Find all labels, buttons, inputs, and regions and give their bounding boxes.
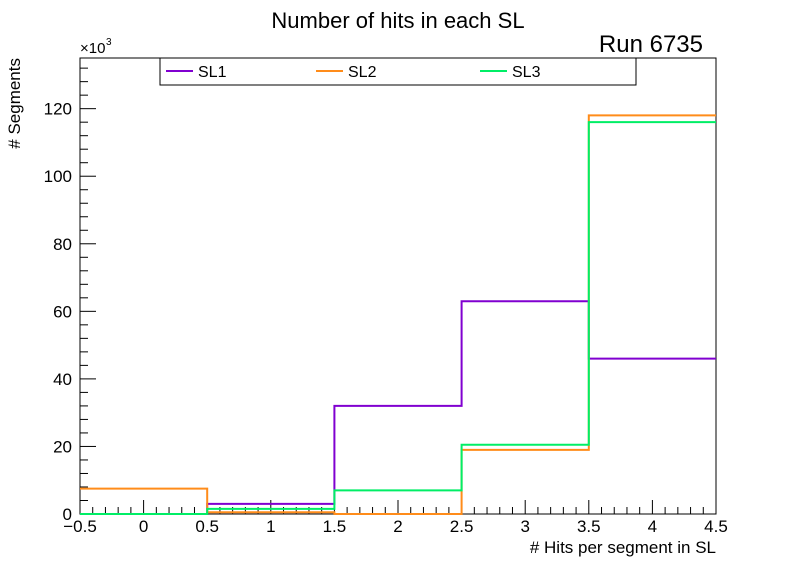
series-sl1-line: [80, 300, 716, 515]
x-tick-label: 4.5: [704, 517, 728, 536]
y-tick-label: 120: [44, 100, 72, 119]
legend-label-sl1: SL1: [198, 64, 227, 81]
x-tick-label: −0.5: [63, 517, 97, 536]
legend-label-sl2: SL2: [348, 64, 377, 81]
y-axis-multiplier: ×10 3: [80, 37, 112, 57]
x-tick-label: 0.5: [195, 517, 219, 536]
legend: SL1 SL2 SL3: [159, 57, 637, 86]
x-axis-label: # Hits per segment in SL: [530, 538, 716, 557]
x-tick-label: 2.5: [450, 517, 474, 536]
series-sl3-line: [80, 121, 716, 515]
x-tick-label: 0: [139, 517, 148, 536]
x-tick-label: 3.5: [577, 517, 601, 536]
run-annotation: Run 6735: [599, 31, 703, 58]
y-multiplier-base: ×10: [80, 40, 105, 57]
y-tick-label: 100: [44, 167, 72, 186]
x-tick-label: 3: [520, 517, 529, 536]
y-tick-label: 0: [63, 505, 72, 524]
axis-ticks: [79, 67, 717, 515]
y-multiplier-exponent: 3: [106, 37, 112, 48]
series-lines: [80, 114, 716, 515]
legend-label-sl3: SL3: [512, 64, 541, 81]
series-sl2-line: [80, 114, 716, 515]
x-tick-label: 1: [266, 517, 275, 536]
y-axis-label: # Segments: [5, 58, 24, 149]
x-tick-label: 1.5: [323, 517, 347, 536]
y-tick-label: 20: [53, 437, 72, 456]
x-tick-label: 2: [393, 517, 402, 536]
chart-title: Number of hits in each SL: [271, 8, 524, 33]
legend-box: [159, 57, 637, 86]
y-tick-label: 40: [53, 370, 72, 389]
y-tick-label: 60: [53, 302, 72, 321]
x-tick-labels: −0.5 0 0.5 1 1.5 2 2.5 3 3.5 4 4.5: [63, 517, 728, 536]
svg-text:×10: ×10: [80, 40, 105, 57]
x-tick-label: 4: [648, 517, 657, 536]
plot-frame: [79, 57, 717, 515]
y-tick-label: 80: [53, 235, 72, 254]
y-tick-labels: 0 20 40 60 80 100 120: [44, 100, 72, 524]
